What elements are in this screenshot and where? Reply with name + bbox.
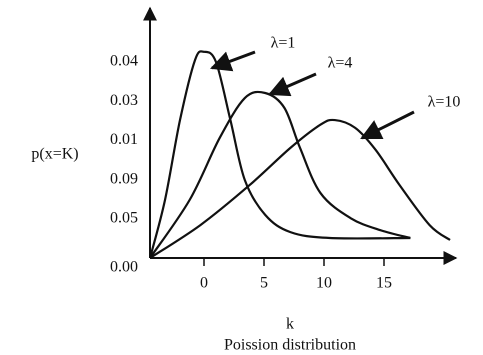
y-tick-label: 0.01	[110, 131, 138, 148]
x-axis-label: k	[286, 316, 294, 333]
annotation: λ=4	[328, 55, 353, 72]
line	[148, 50, 411, 259]
x-tick-label: 15	[376, 275, 392, 292]
y-tick-label: 0.09	[110, 170, 138, 187]
arrow	[360, 110, 415, 140]
arrow	[210, 50, 256, 72]
y-tick-label: 0.00	[110, 259, 138, 276]
subtitle: Poission distribution	[224, 337, 356, 354]
y-tick-label: 0.04	[110, 53, 138, 70]
y-tick-label: 0.03	[110, 92, 138, 109]
annotation: λ=10	[428, 94, 461, 111]
annotation: λ=1	[271, 35, 296, 52]
arrow	[268, 72, 317, 97]
y-axis-label: p(x=K)	[31, 146, 78, 163]
x-tick-label: 10	[316, 275, 332, 292]
line	[149, 118, 451, 259]
x-tick-label: 5	[260, 275, 268, 292]
line	[149, 90, 411, 259]
y-tick-label: 0.05	[110, 209, 138, 226]
x-tick-label: 0	[200, 275, 208, 292]
